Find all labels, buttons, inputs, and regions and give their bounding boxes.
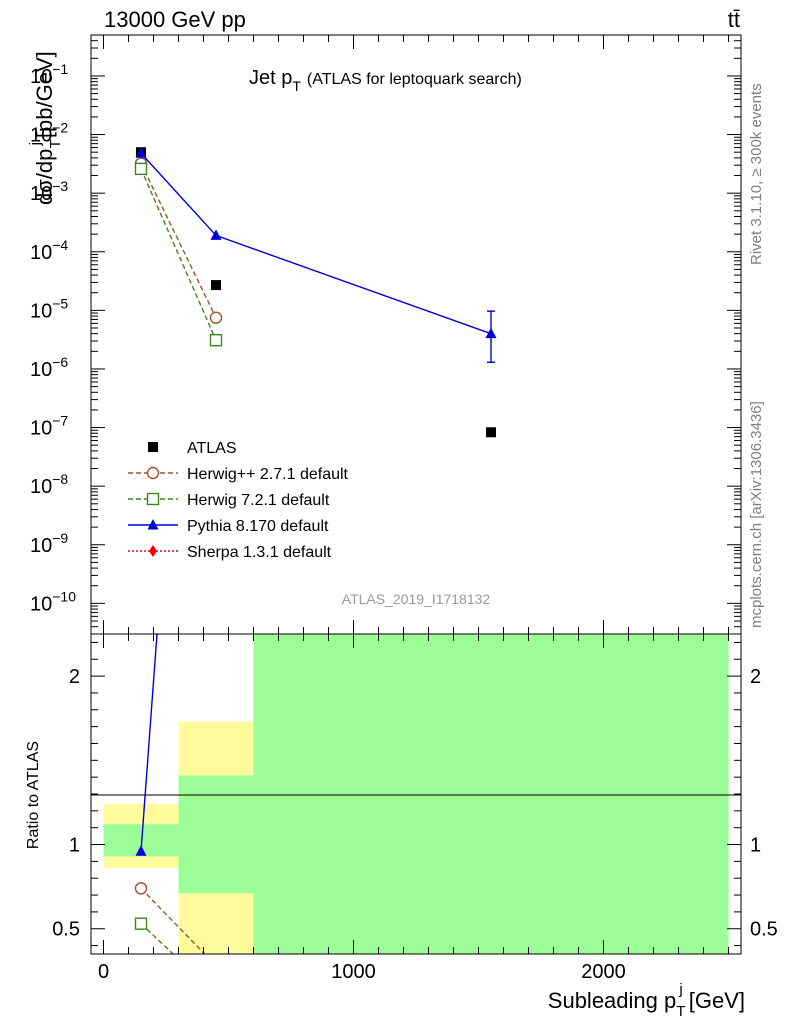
legend-marker-herwigpp: [146, 466, 160, 480]
process-label: tt̄: [728, 7, 740, 32]
main-y-tick-exponent: −3: [52, 178, 68, 194]
rivet-label: Rivet 3.1.10, ≥ 300k events: [748, 83, 765, 265]
ratio-marker-herwigpp-0: [134, 882, 148, 895]
main-y-tick-base: 10: [30, 300, 52, 322]
ratio-band-green-1: [178, 775, 254, 894]
main-y-tick-exponent: −6: [52, 354, 68, 370]
legend-marker-data: [148, 442, 158, 452]
main-y-axis-label-superscript: j: [27, 142, 44, 146]
ratio-y-tick-label-right-0: 0.5: [750, 919, 778, 941]
main-y-tick-exponent: −9: [52, 530, 68, 546]
main-y-tick-base: 10: [30, 359, 52, 381]
main-marker-herwig7-0: [134, 162, 148, 176]
ratio-marker-pythia-0: [135, 845, 147, 856]
x-axis-label-main: Subleading p: [548, 988, 676, 1013]
legend-marker-sherpa: [149, 545, 157, 557]
ratio-uncertainty-bands: [103, 634, 729, 954]
plot-title: Jet pT (ATLAS for leptoquark search): [249, 67, 522, 94]
main-y-axis-label-main: dσ/dp: [32, 149, 57, 205]
main-marker-data-2: [486, 427, 496, 438]
main-y-tick-exponent: −10: [52, 588, 76, 604]
main-y-tick-base: 10: [30, 66, 52, 88]
plot-title-subscript: T: [292, 78, 301, 94]
legend-marker-herwig7: [146, 492, 160, 506]
analysis-watermark: ATLAS_2019_I1718132: [342, 591, 491, 607]
ratio-x-tick-label-1: 1000: [331, 961, 376, 983]
main-y-tick-exponent: −1: [52, 61, 68, 77]
main-y-tick-base: 10: [30, 125, 52, 147]
main-y-axis-label-unit: [pb/GeV]: [32, 51, 57, 138]
main-y-tick-exponent: −8: [52, 471, 68, 487]
legend: ATLAS Herwig++ 2.7.1 default Herwig 7.2.1 …: [128, 440, 349, 561]
main-y-tick-exponent: −5: [52, 295, 68, 311]
ratio-x-tick-label-0: 0: [98, 961, 109, 983]
main-y-tick-label-5: 10−5: [30, 295, 68, 322]
main-marker-pythia-0: [135, 147, 147, 158]
main-y-tick-base: 10: [30, 183, 52, 205]
plot-title-main: Jet p: [249, 67, 292, 89]
ratio-marker-herwig7-0: [134, 917, 148, 930]
ratio-y-tick-label-right-2: 2: [750, 666, 761, 688]
main-line-herwig7: [140, 168, 217, 341]
main-marker-herwigpp-1: [209, 311, 223, 324]
main-y-tick-exponent: −2: [52, 120, 68, 136]
main-y-axis-label-subscript: T: [47, 139, 64, 148]
ratio-axes: 0 1000 2000 0.5 0.5 1 1 2 2: [52, 634, 778, 983]
main-y-tick-base: 10: [30, 242, 52, 264]
main-y-tick-label-6: 10−4: [30, 237, 68, 264]
mcplots-label: mcplots.cern.ch [arXiv:1306.3436]: [748, 401, 765, 628]
main-y-tick-label-4: 10−6: [30, 354, 68, 381]
energy-label: 13000 GeV pp: [104, 7, 246, 32]
x-axis-label: Subleading pTj [GeV]: [548, 981, 745, 1020]
ratio-y-tick-label-left-1: 1: [69, 835, 80, 857]
main-y-tick-base: 10: [30, 476, 52, 498]
main-y-tick-label-2: 10−8: [30, 471, 68, 498]
main-y-axis-label: dσ/dpTj [pb/GeV]: [27, 51, 64, 205]
ratio-line-pythia: [140, 634, 158, 852]
main-y-tick-label-0: 10−10: [30, 588, 76, 615]
ratio-band-green-2: [253, 634, 729, 954]
main-marker-herwig7-1: [209, 333, 223, 347]
main-y-tick-base: 10: [30, 593, 52, 615]
legend-label-herwigpp: Herwig++ 2.7.1 default: [187, 466, 349, 483]
legend-marker-pythia: [147, 519, 159, 530]
main-y-tick-label-1: 10−9: [30, 530, 68, 557]
x-axis-label-superscript: j: [678, 981, 682, 998]
main-y-tick-label-3: 10−7: [30, 413, 68, 440]
main-axes: 10−1010−910−810−710−610−510−410−310−210−…: [30, 34, 741, 635]
main-y-tick-base: 10: [30, 535, 52, 557]
main-line-herwigpp: [140, 163, 217, 318]
main-marker-pythia-2: [485, 327, 497, 339]
main-y-tick-exponent: −4: [52, 237, 68, 253]
legend-label-pythia: Pythia 8.170 default: [187, 518, 329, 535]
main-y-tick-exponent: −7: [52, 413, 68, 429]
main-y-tick-label-7: 10−3: [30, 178, 68, 205]
legend-label-data: ATLAS: [187, 440, 237, 457]
main-marker-pythia-1: [210, 229, 222, 240]
ratio-x-tick-label-2: 2000: [581, 961, 626, 983]
plot-title-rest: (ATLAS for leptoquark search): [307, 71, 522, 88]
legend-label-sherpa: Sherpa 1.3.1 default: [187, 544, 332, 561]
ratio-y-axis-label: Ratio to ATLAS: [25, 741, 42, 849]
x-axis-label-subscript: T: [676, 1003, 685, 1020]
ratio-y-tick-label-right-1: 1: [750, 835, 761, 857]
x-axis-label-unit: [GeV]: [689, 988, 745, 1013]
ratio-line-herwig7: [140, 923, 175, 954]
main-y-tick-label-9: 10−1: [30, 61, 68, 88]
ratio-y-tick-label-left-0: 0.5: [52, 919, 80, 941]
legend-label-herwig7: Herwig 7.2.1 default: [187, 492, 330, 509]
main-y-tick-base: 10: [30, 418, 52, 440]
main-series: [134, 147, 497, 438]
main-marker-data-1: [211, 280, 221, 291]
ratio-y-tick-label-left-2: 2: [69, 666, 80, 688]
main-y-tick-label-8: 10−2: [30, 120, 68, 147]
main-line-pythia: [140, 152, 492, 335]
